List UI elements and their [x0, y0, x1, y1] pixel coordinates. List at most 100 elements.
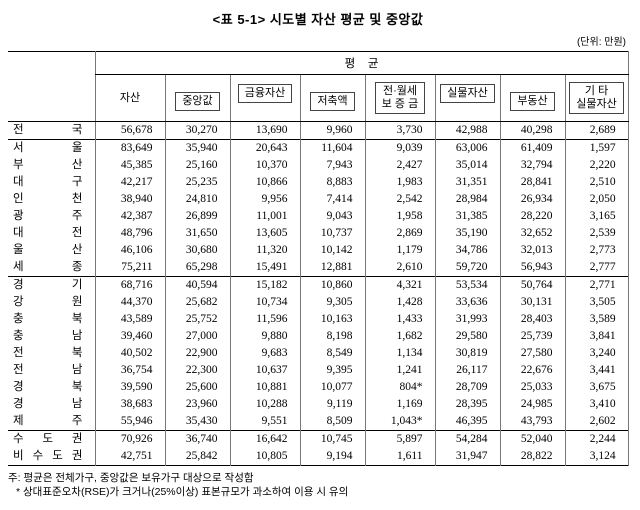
region-label: 대 구	[13, 176, 83, 188]
value-cell: 3,841	[564, 328, 629, 345]
value-cell: 32,794	[499, 157, 565, 174]
value-cell: 10,077	[299, 379, 365, 396]
value-cell: 4,321	[364, 276, 435, 294]
col-header-savings-label: 저축액	[310, 91, 355, 111]
value-cell: 68,716	[94, 276, 165, 294]
value-cell: 3,165	[564, 208, 629, 225]
value-cell: 28,403	[499, 311, 565, 328]
value-cell: 42,751	[94, 448, 165, 466]
value-cell: 8,509	[299, 413, 365, 431]
table-row: 비 수 도 권 42,751 25,842 10,805 9,194 1,611 31,94…	[8, 448, 629, 466]
value-cell: 9,395	[299, 362, 365, 379]
value-cell: 28,709	[434, 379, 500, 396]
table-row: 전 남 36,754 22,300 10,637 9,395 1,241 26,117 22,…	[8, 362, 629, 379]
value-cell: 3,240	[564, 345, 629, 362]
region-label: 경 남	[13, 398, 83, 410]
value-cell: 42,988	[434, 121, 500, 140]
table-row: 경 남 38,683 23,960 10,288 9,119 1,169 28,395 24,…	[8, 396, 629, 413]
value-cell: 56,678	[94, 121, 165, 140]
value-cell: 30,131	[499, 294, 565, 311]
value-cell: 1,597	[564, 139, 629, 157]
value-cell: 9,194	[299, 448, 365, 466]
value-cell: 2,542	[364, 191, 435, 208]
unit-note: (단위: 만원)	[576, 37, 626, 48]
value-cell: 28,395	[434, 396, 500, 413]
value-cell: 15,182	[229, 276, 300, 294]
region-label: 강 원	[13, 296, 83, 308]
corner-cell	[8, 51, 95, 122]
value-cell: 28,822	[499, 448, 565, 466]
value-cell: 10,370	[229, 157, 300, 174]
col-header-median-label: 중앙값	[175, 91, 220, 111]
value-cell: 2,610	[364, 259, 435, 277]
value-cell: 43,793	[499, 413, 565, 431]
value-cell: 30,270	[164, 121, 230, 140]
value-cell: 3,124	[564, 448, 629, 466]
value-cell: 38,940	[94, 191, 165, 208]
region-label: 부 산	[13, 159, 83, 171]
value-cell: 10,860	[299, 276, 365, 294]
value-cell: 2,773	[564, 242, 629, 259]
value-cell: 35,014	[434, 157, 500, 174]
col-header-financial-assets-label: 금융자산	[237, 83, 293, 103]
value-cell: 27,000	[164, 328, 230, 345]
value-cell: 25,235	[164, 174, 230, 191]
value-cell: 3,589	[564, 311, 629, 328]
value-cell: 25,682	[164, 294, 230, 311]
value-cell: 9,880	[229, 328, 300, 345]
value-cell: 9,956	[229, 191, 300, 208]
table-row: 충 남 39,460 27,000 9,880 8,198 1,682 29,580 25,7…	[8, 328, 629, 345]
value-cell: 13,690	[229, 121, 300, 140]
value-cell: 9,305	[299, 294, 365, 311]
value-cell: 9,039	[364, 139, 435, 157]
col-header-real-estate: 부동산	[499, 74, 565, 122]
col-header-financial-assets: 금융자산	[229, 74, 300, 122]
value-cell: 30,819	[434, 345, 500, 362]
value-cell: 24,985	[499, 396, 565, 413]
value-cell: 83,649	[94, 139, 165, 157]
region-label: 대 전	[13, 227, 83, 239]
col-header-assets-label: 자산	[119, 91, 141, 104]
value-cell: 36,754	[94, 362, 165, 379]
table-row: 충 북 43,589 25,752 11,596 10,163 1,433 31,993 28…	[8, 311, 629, 328]
value-cell: 54,284	[434, 430, 500, 448]
value-cell: 22,676	[499, 362, 565, 379]
value-cell: 9,119	[299, 396, 365, 413]
value-cell: 11,001	[229, 208, 300, 225]
col-header-other-real-assets-label: 기 타 실물자산	[569, 82, 624, 114]
value-cell: 15,491	[229, 259, 300, 277]
value-cell: 10,881	[229, 379, 300, 396]
table-row: 세 종 75,211 65,298 15,491 12,881 2,610 59,720 56…	[8, 259, 629, 277]
value-cell: 42,217	[94, 174, 165, 191]
value-cell: 46,395	[434, 413, 500, 431]
footnote-asterisk: * 상대표준오차(RSE)가 크거나(25%이상) 표본규모가 과소하여 이용 …	[16, 486, 349, 498]
value-cell: 23,960	[164, 396, 230, 413]
value-cell: 8,198	[299, 328, 365, 345]
value-cell: 25,752	[164, 311, 230, 328]
value-cell: 10,163	[299, 311, 365, 328]
value-cell: 28,984	[434, 191, 500, 208]
region-label: 전 남	[13, 364, 83, 376]
value-cell: 30,680	[164, 242, 230, 259]
value-cell: 22,900	[164, 345, 230, 362]
value-cell: 2,050	[564, 191, 629, 208]
value-cell: 26,899	[164, 208, 230, 225]
value-cell: 24,810	[164, 191, 230, 208]
region-label: 경 북	[13, 381, 83, 393]
value-cell: 1,958	[364, 208, 435, 225]
value-cell: 10,737	[299, 225, 365, 242]
value-cell: 25,739	[499, 328, 565, 345]
value-cell: 1,983	[364, 174, 435, 191]
value-cell: 16,642	[229, 430, 300, 448]
value-cell: 35,190	[434, 225, 500, 242]
table-row: 제 주 55,946 35,430 9,551 8,509 1,043* 46,395 43,…	[8, 413, 629, 431]
value-cell: 10,637	[229, 362, 300, 379]
value-cell: 5,897	[364, 430, 435, 448]
value-cell: 10,805	[229, 448, 300, 466]
footnotes: 주: 평균은 전체가구, 중앙값은 보유가구 대상으로 작성함 * 상대표준오차…	[8, 471, 628, 499]
value-cell: 9,960	[299, 121, 365, 140]
col-header-real-assets: 실물자산	[434, 74, 500, 122]
value-cell: 8,883	[299, 174, 365, 191]
value-cell: 50,764	[499, 276, 565, 294]
table-row: 대 전 48,796 31,650 13,605 10,737 2,869 35,190 32…	[8, 225, 629, 242]
